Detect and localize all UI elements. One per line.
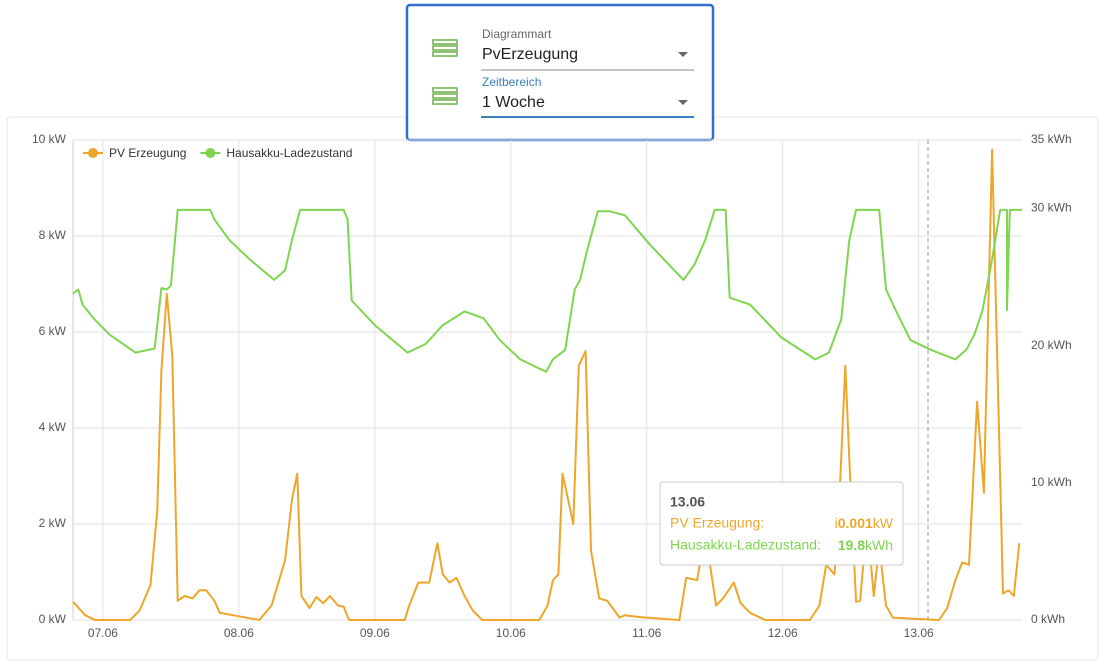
tooltip-value: 19.8	[838, 537, 865, 553]
legend-swatch	[205, 148, 216, 158]
series-line	[72, 208, 1022, 373]
control-card	[405, 3, 715, 142]
x-tick-label: 10.06	[496, 626, 526, 640]
y-tick-label: 0 kW	[39, 612, 67, 626]
y2-tick-label: 35 kWh	[1031, 132, 1072, 146]
tooltip-value: 0.001	[838, 515, 873, 531]
series-line	[72, 148, 1021, 621]
y-tick-label: 4 kW	[39, 420, 67, 434]
tooltip-prefix: i	[835, 515, 838, 531]
y2-tick-label: 30 kWh	[1031, 201, 1072, 215]
x-tick-label: 09.06	[360, 626, 390, 640]
x-tick-label: 13.06	[904, 626, 934, 640]
legend-label: PV Erzeugung	[109, 146, 186, 160]
tooltip-unit: kWh	[865, 537, 893, 553]
select-label: Diagrammart	[482, 27, 552, 41]
x-tick-label: 08.06	[224, 626, 254, 640]
y2-tick-label: 0 kWh	[1031, 612, 1065, 626]
y-tick-label: 10 kW	[32, 132, 67, 146]
y2-tick-label: 20 kWh	[1031, 338, 1072, 352]
x-tick-label: 11.06	[632, 626, 661, 640]
tooltip-value: 19.8kWh	[838, 537, 893, 553]
select-value[interactable]: 1 Woche	[482, 94, 545, 111]
tooltip-unit: kW	[873, 515, 894, 531]
tooltip-label: PV Erzeugung:	[670, 515, 764, 531]
dropdown-arrow[interactable]	[678, 52, 688, 57]
y2-tick-label: 10 kWh	[1031, 475, 1072, 489]
list-icon	[432, 39, 458, 105]
y-tick-label: 8 kW	[39, 228, 67, 242]
legend-swatch	[88, 148, 98, 158]
legend-label: Hausakku-Ladezustand	[226, 146, 352, 160]
legend-item: Hausakku-Ladezustand	[200, 146, 352, 160]
tooltip: 13.06 PV Erzeugung: i0.001kW Hausakku-Ladez…	[659, 481, 904, 566]
select-label: Zeitbereich	[482, 75, 541, 89]
legend-item: PV Erzeugung	[83, 146, 186, 160]
tooltip-box	[659, 481, 904, 566]
x-tick-label: 07.06	[88, 626, 118, 640]
dropdown-arrow[interactable]	[678, 100, 688, 105]
x-tick-label: 12.06	[768, 626, 798, 640]
tooltip-label: Hausakku-Ladezustand:	[670, 537, 821, 553]
tooltip-value: i0.001kW	[835, 515, 894, 531]
chart-card	[6, 116, 1099, 661]
select-value[interactable]: PvErzeugung	[482, 46, 578, 63]
y-tick-label: 6 kW	[39, 324, 67, 338]
tooltip-title: 13.06	[670, 494, 705, 510]
y-tick-label: 2 kW	[39, 516, 67, 530]
